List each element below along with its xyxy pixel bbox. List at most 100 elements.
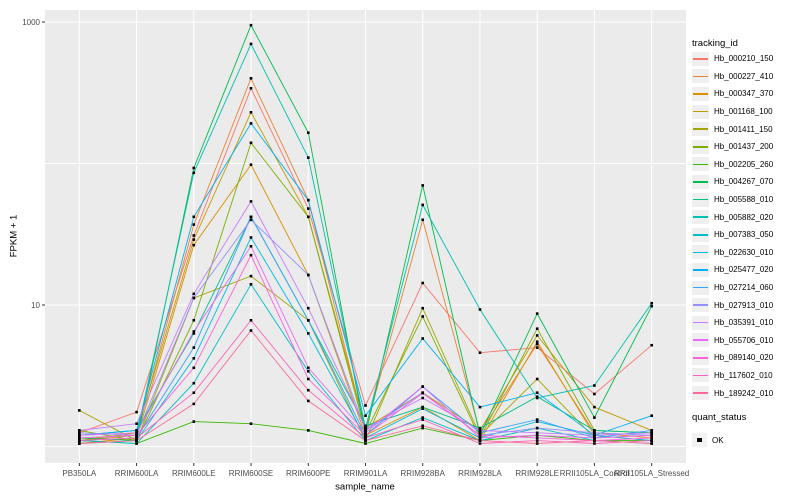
data-point: [307, 429, 310, 432]
x-tick-label: RRIM600LA: [115, 469, 159, 478]
data-point: [78, 439, 81, 442]
series-color-line-icon: [693, 321, 708, 324]
legend-entry-Hb_089140_020: Hb_089140_020: [692, 349, 773, 367]
series-color-line-icon: [693, 181, 708, 183]
data-point: [192, 332, 196, 335]
data-point: [192, 223, 196, 226]
data-point: [364, 429, 367, 432]
data-point: [421, 391, 424, 395]
data-point: [135, 410, 138, 414]
data-point: [535, 442, 539, 445]
data-point: [421, 203, 424, 207]
data-point: [249, 215, 253, 219]
data-point: [249, 122, 253, 125]
data-point: [192, 391, 196, 394]
data-point: [307, 388, 310, 392]
legend-key-swatch: [692, 69, 709, 84]
data-point: [650, 431, 653, 435]
data-point: [421, 385, 424, 388]
legend-key-swatch: [692, 174, 709, 189]
data-point: [135, 442, 138, 445]
data-point: [593, 439, 596, 442]
data-point: [421, 315, 424, 318]
legend-entry-Hb_025477_020: Hb_025477_020: [692, 261, 773, 279]
data-point: [593, 416, 596, 419]
data-point: [650, 434, 653, 437]
data-point: [249, 422, 253, 425]
legend-key-swatch: [692, 350, 709, 365]
legend-entries: Hb_000210_150 Hb_000227_410 Hb_000347_370 H…: [692, 50, 773, 402]
data-point: [192, 346, 196, 349]
legend-key-swatch: [692, 122, 709, 137]
data-point: [249, 218, 253, 222]
data-point: [192, 330, 196, 333]
data-point: [478, 429, 482, 432]
data-point: [249, 253, 253, 257]
legend-entry-Hb_005882_020: Hb_005882_020: [692, 208, 773, 226]
data-point: [364, 424, 367, 428]
legend-key-swatch: [692, 157, 709, 172]
data-point: [535, 312, 539, 315]
legend-title-tracking-id: tracking_id: [692, 38, 738, 49]
series-color-line-icon: [693, 163, 708, 166]
data-point: [192, 366, 196, 370]
legend-entry-Hb_189242_010: Hb_189242_010: [692, 384, 773, 402]
x-tick-label: RRII105LA_Stressed: [614, 469, 689, 478]
data-point: [192, 238, 196, 241]
data-point: [307, 273, 310, 277]
data-point: [307, 319, 310, 322]
data-point: [249, 283, 253, 286]
data-point: [478, 431, 482, 435]
legend-key-swatch: [692, 51, 709, 66]
x-tick-label: RRII105LA_Control: [560, 469, 630, 478]
data-point: [307, 399, 310, 403]
legend-entry-Hb_001168_100: Hb_001168_100: [692, 103, 773, 121]
legend-entry-label: Hb_027913_010: [714, 300, 774, 310]
data-point: [249, 87, 253, 90]
data-point: [535, 431, 539, 435]
data-point: [307, 370, 310, 373]
data-point: [78, 429, 81, 432]
legend-entry-Hb_002205_260: Hb_002205_260: [692, 156, 773, 174]
series-color-line-icon: [693, 304, 708, 306]
legend-entry-label: Hb_005882_020: [714, 212, 774, 222]
data-point: [307, 377, 310, 381]
data-point: [307, 207, 310, 210]
data-point: [364, 426, 367, 430]
data-point: [593, 392, 596, 396]
data-point: [478, 405, 482, 409]
legend-key-swatch: [692, 139, 709, 154]
series-color-line-icon: [693, 286, 708, 289]
legend-entry-label: Hb_001437_200: [714, 142, 774, 152]
data-point: [249, 245, 253, 248]
legend-title-quant-status: quant_status: [692, 412, 747, 423]
series-color-line-icon: [693, 251, 708, 254]
legend-entry-Hb_022630_010: Hb_022630_010: [692, 244, 773, 262]
data-point: [478, 351, 482, 354]
data-point: [535, 436, 539, 440]
data-point: [478, 439, 482, 442]
data-point: [535, 418, 539, 421]
data-point: [650, 414, 653, 417]
data-point: [249, 200, 253, 203]
data-point: [478, 426, 482, 430]
data-point: [593, 431, 596, 435]
data-point: [307, 332, 310, 335]
data-point: [535, 327, 539, 330]
data-point: [421, 405, 424, 409]
data-point: [78, 409, 81, 412]
data-point: [135, 429, 138, 432]
legend-key-swatch: [692, 298, 709, 313]
series-color-line-icon: [693, 128, 708, 130]
series-color-line-icon: [693, 374, 708, 377]
data-point: [249, 274, 253, 278]
data-point: [192, 215, 196, 219]
data-point: [478, 442, 482, 445]
data-point: [650, 442, 653, 445]
legend-key-swatch: [692, 262, 709, 277]
data-point: [535, 346, 539, 349]
legend-entry-label: Hb_089140_020: [714, 353, 774, 363]
data-point: [135, 439, 138, 442]
data-point: [421, 184, 424, 187]
